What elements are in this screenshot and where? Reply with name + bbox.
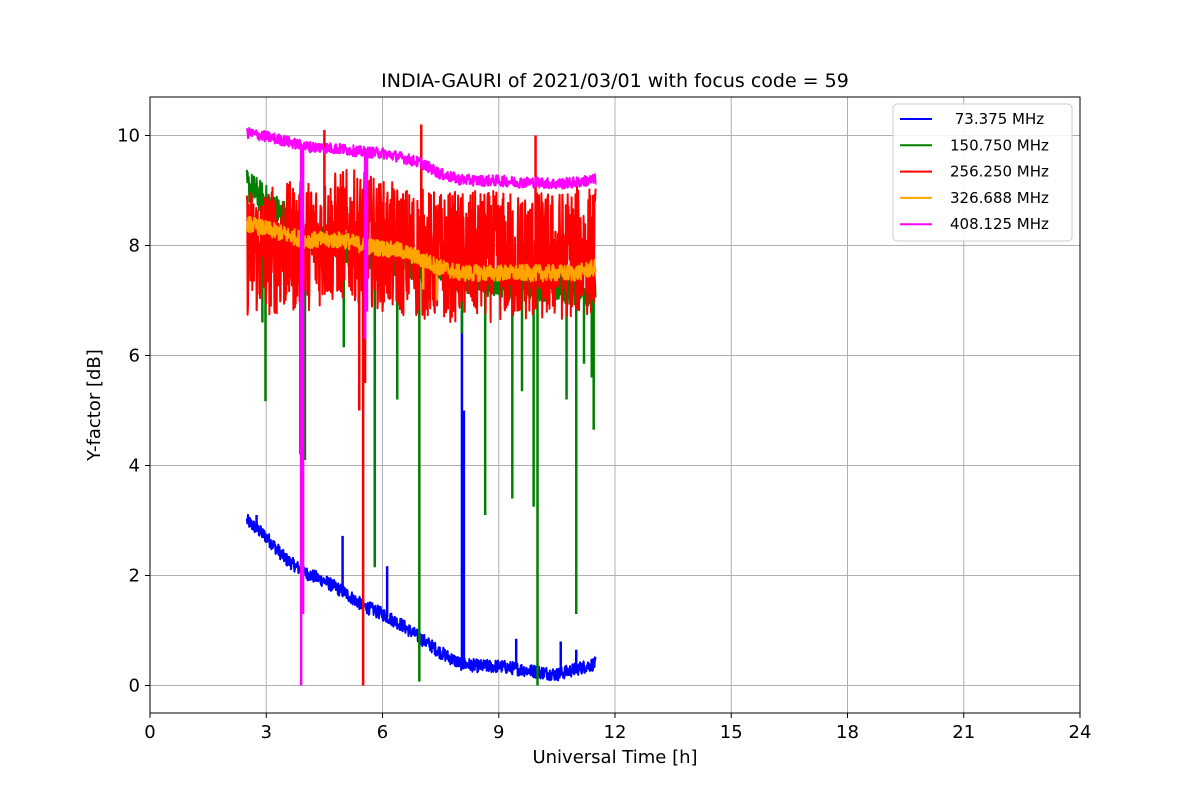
y-tick-label: 8 <box>129 236 140 257</box>
series-line <box>245 215 597 283</box>
series-3 <box>245 124 597 686</box>
x-tick-label: 12 <box>604 722 627 743</box>
series-layer <box>245 124 597 686</box>
y-tick-label: 6 <box>129 346 140 367</box>
legend-box <box>892 103 1073 242</box>
legend-label: 256.250 MHz <box>950 163 1049 181</box>
x-axis-label: Universal Time [h] <box>532 747 697 768</box>
x-tick-label: 21 <box>952 722 975 743</box>
x-tick-label: 24 <box>1069 722 1092 743</box>
y-tick-label: 2 <box>129 566 140 587</box>
x-tick-label: 15 <box>720 722 743 743</box>
series-5 <box>245 127 597 686</box>
y-tick-label: 0 <box>129 676 140 697</box>
x-axis-ticks: 0 3 6 9 12 15 18 21 24 <box>144 713 1091 743</box>
x-tick-label: 9 <box>493 722 504 743</box>
y-tick-label: 10 <box>117 126 140 147</box>
y-tick-label: 4 <box>129 456 140 477</box>
y-axis-label: Y-factor [dB] <box>84 349 105 462</box>
series-4 <box>245 215 597 301</box>
chart-title: INDIA-GAURI of 2021/03/01 with focus cod… <box>381 70 849 92</box>
y-axis-ticks: 0 2 4 6 8 10 <box>117 126 150 697</box>
x-tick-label: 6 <box>377 722 388 743</box>
plot-area <box>149 96 1081 714</box>
legend-label: 150.750 MHz <box>950 136 1049 154</box>
legend: 73.375 MHz 150.750 MHz 256.250 MHz 326.688 … <box>892 103 1073 242</box>
legend-label: 326.688 MHz <box>950 189 1049 207</box>
x-tick-label: 3 <box>261 722 272 743</box>
legend-label: 73.375 MHz <box>950 110 1044 128</box>
legend-label: 408.125 MHz <box>950 215 1049 233</box>
x-tick-label: 0 <box>144 722 155 743</box>
series-line <box>245 127 597 190</box>
x-tick-label: 18 <box>836 722 859 743</box>
